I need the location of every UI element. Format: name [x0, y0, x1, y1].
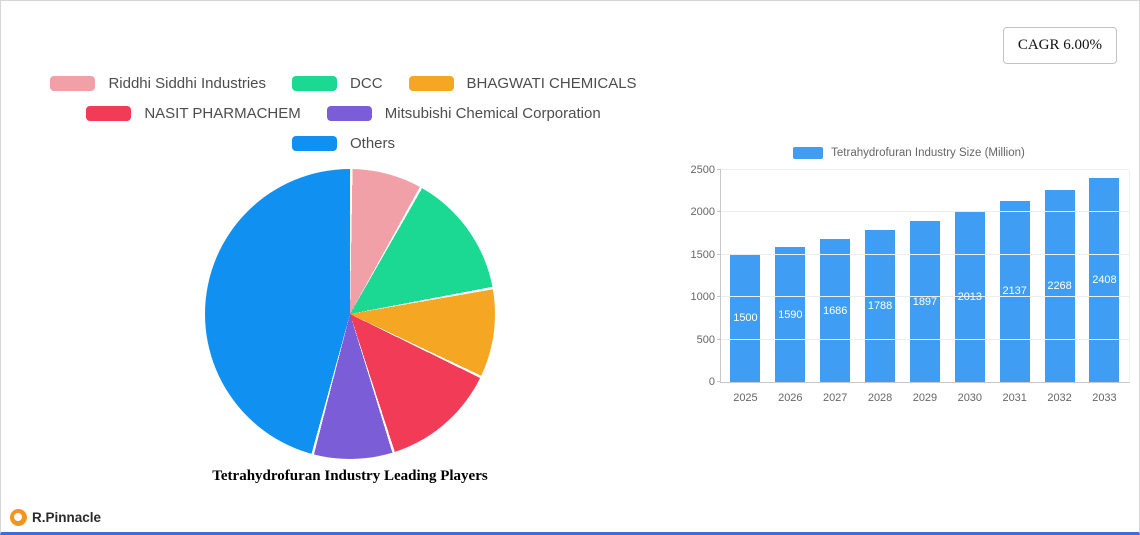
bar-column-2026: 1590 2026 [775, 170, 806, 404]
cagr-badge: CAGR 6.00% [1002, 27, 1117, 64]
legend-swatch [292, 76, 338, 91]
bar-column-2031: 2137 2031 [999, 170, 1030, 404]
gridline [721, 211, 1129, 213]
bar-column-2029: 1897 2029 [909, 170, 940, 404]
legend-item-label: BHAGWATI CHEMICALS [466, 75, 637, 92]
legend-item-label: Riddhi Siddhi Industries [108, 75, 267, 92]
x-axis-label: 2028 [867, 392, 893, 404]
legend-item: Mitsubishi Chemical Corporation [326, 105, 601, 122]
bar-chart: Tetrahydrofuran Industry Size (Million) … [684, 146, 1134, 426]
bar-2032: 2268 [1044, 189, 1075, 382]
pie-title: Tetrahydrofuran Industry Leading Players [212, 468, 488, 484]
logo-text: R.Pinnacle [32, 510, 102, 525]
bar-column-2027: 1686 2027 [820, 170, 851, 404]
bar-chart-legend: Tetrahydrofuran Industry Size (Million) [684, 146, 1134, 160]
bar-2033: 2408 [1089, 177, 1120, 382]
y-axis-tick [717, 211, 721, 213]
y-axis-label: 0 [708, 376, 715, 388]
y-axis-tick [717, 253, 721, 255]
bars: 1500 2025 1590 2026 1686 2027 1788 2028 1897 2029… [721, 170, 1129, 404]
legend-item-label: Others [349, 135, 395, 152]
x-axis-label: 2032 [1047, 392, 1072, 404]
y-axis-tick [717, 169, 721, 170]
x-axis-label: 2027 [822, 392, 848, 404]
legend-item: DCC [292, 75, 383, 92]
y-axis-label: 1000 [690, 291, 715, 304]
bar-value-label: 1788 [867, 300, 893, 313]
legend-item: Riddhi Siddhi Industries [50, 75, 266, 92]
bar-2031: 2137 [999, 200, 1030, 382]
legend-swatch [86, 106, 132, 121]
bar-value-label: 2408 [1092, 273, 1117, 286]
y-axis-tick [717, 381, 721, 382]
bar-column-2033: 2408 2033 [1089, 170, 1120, 404]
bar-value-label: 1590 [778, 308, 803, 321]
y-axis-tick [717, 338, 721, 340]
pie-legend-row: NASIT PHARMACHEM Mitsubishi Chemical Corp… [21, 105, 666, 122]
legend-swatch [326, 106, 372, 121]
pie-legend: Riddhi Siddhi Industries DCC BHAGWATI CHEM… [21, 75, 666, 152]
gridline [721, 253, 1129, 255]
bar-legend-swatch [793, 147, 824, 159]
legend-item: BHAGWATI CHEMICALS [408, 75, 637, 92]
bar-2026: 1590 [775, 247, 806, 382]
bar-value-label: 2137 [1002, 285, 1027, 298]
bar-column-2025: 1500 2025 [730, 170, 761, 404]
y-axis-label: 2000 [690, 206, 715, 219]
legend-item: NASIT PHARMACHEM [86, 105, 301, 122]
bar-value-label: 2268 [1047, 279, 1072, 292]
x-axis-label: 2029 [912, 392, 938, 404]
legend-item: Others [291, 135, 395, 152]
x-axis-label: 2025 [733, 392, 758, 404]
legend-item-label: NASIT PHARMACHEM [144, 105, 301, 122]
y-axis-tick [717, 296, 721, 298]
x-axis-label: 2026 [778, 392, 803, 404]
pie-legend-row: Others [21, 135, 666, 152]
legend-item-label: DCC [350, 75, 383, 92]
bar-column-2028: 1788 2028 [865, 170, 896, 404]
gridline [721, 338, 1129, 340]
pie-chart [205, 169, 495, 459]
bar-2025: 1500 [730, 254, 761, 382]
bar-2028: 1788 [865, 230, 896, 382]
bar-2027: 1686 [820, 239, 851, 382]
bar-2029: 1897 [909, 221, 940, 382]
logo: R.Pinnacle [10, 509, 101, 526]
legend-swatch [408, 76, 454, 91]
y-axis-label: 500 [696, 333, 715, 346]
pie-legend-row: Riddhi Siddhi Industries DCC BHAGWATI CHEM… [21, 75, 666, 92]
x-axis-label: 2030 [957, 392, 983, 404]
bar-value-label: 1686 [822, 304, 848, 317]
bar-value-label: 1500 [733, 312, 758, 325]
legend-item-label: Mitsubishi Chemical Corporation [384, 105, 601, 122]
y-axis-label: 1500 [690, 248, 715, 261]
x-axis-label: 2031 [1002, 392, 1027, 404]
bar-column-2030: 2013 2030 [954, 170, 985, 404]
legend-swatch [50, 76, 96, 91]
logo-icon [10, 509, 27, 526]
legend-swatch [291, 136, 337, 151]
y-axis-label: 2500 [690, 164, 715, 176]
gridline [721, 169, 1129, 170]
bar-legend-label: Tetrahydrofuran Industry Size (Million) [831, 147, 1025, 159]
bar-column-2032: 2268 2032 [1044, 170, 1075, 404]
bar-value-label: 1897 [912, 295, 938, 308]
x-axis-label: 2033 [1092, 392, 1117, 404]
gridline [721, 296, 1129, 298]
bar-plot: 1500 2025 1590 2026 1686 2027 1788 2028 1897 2029… [691, 164, 1130, 404]
